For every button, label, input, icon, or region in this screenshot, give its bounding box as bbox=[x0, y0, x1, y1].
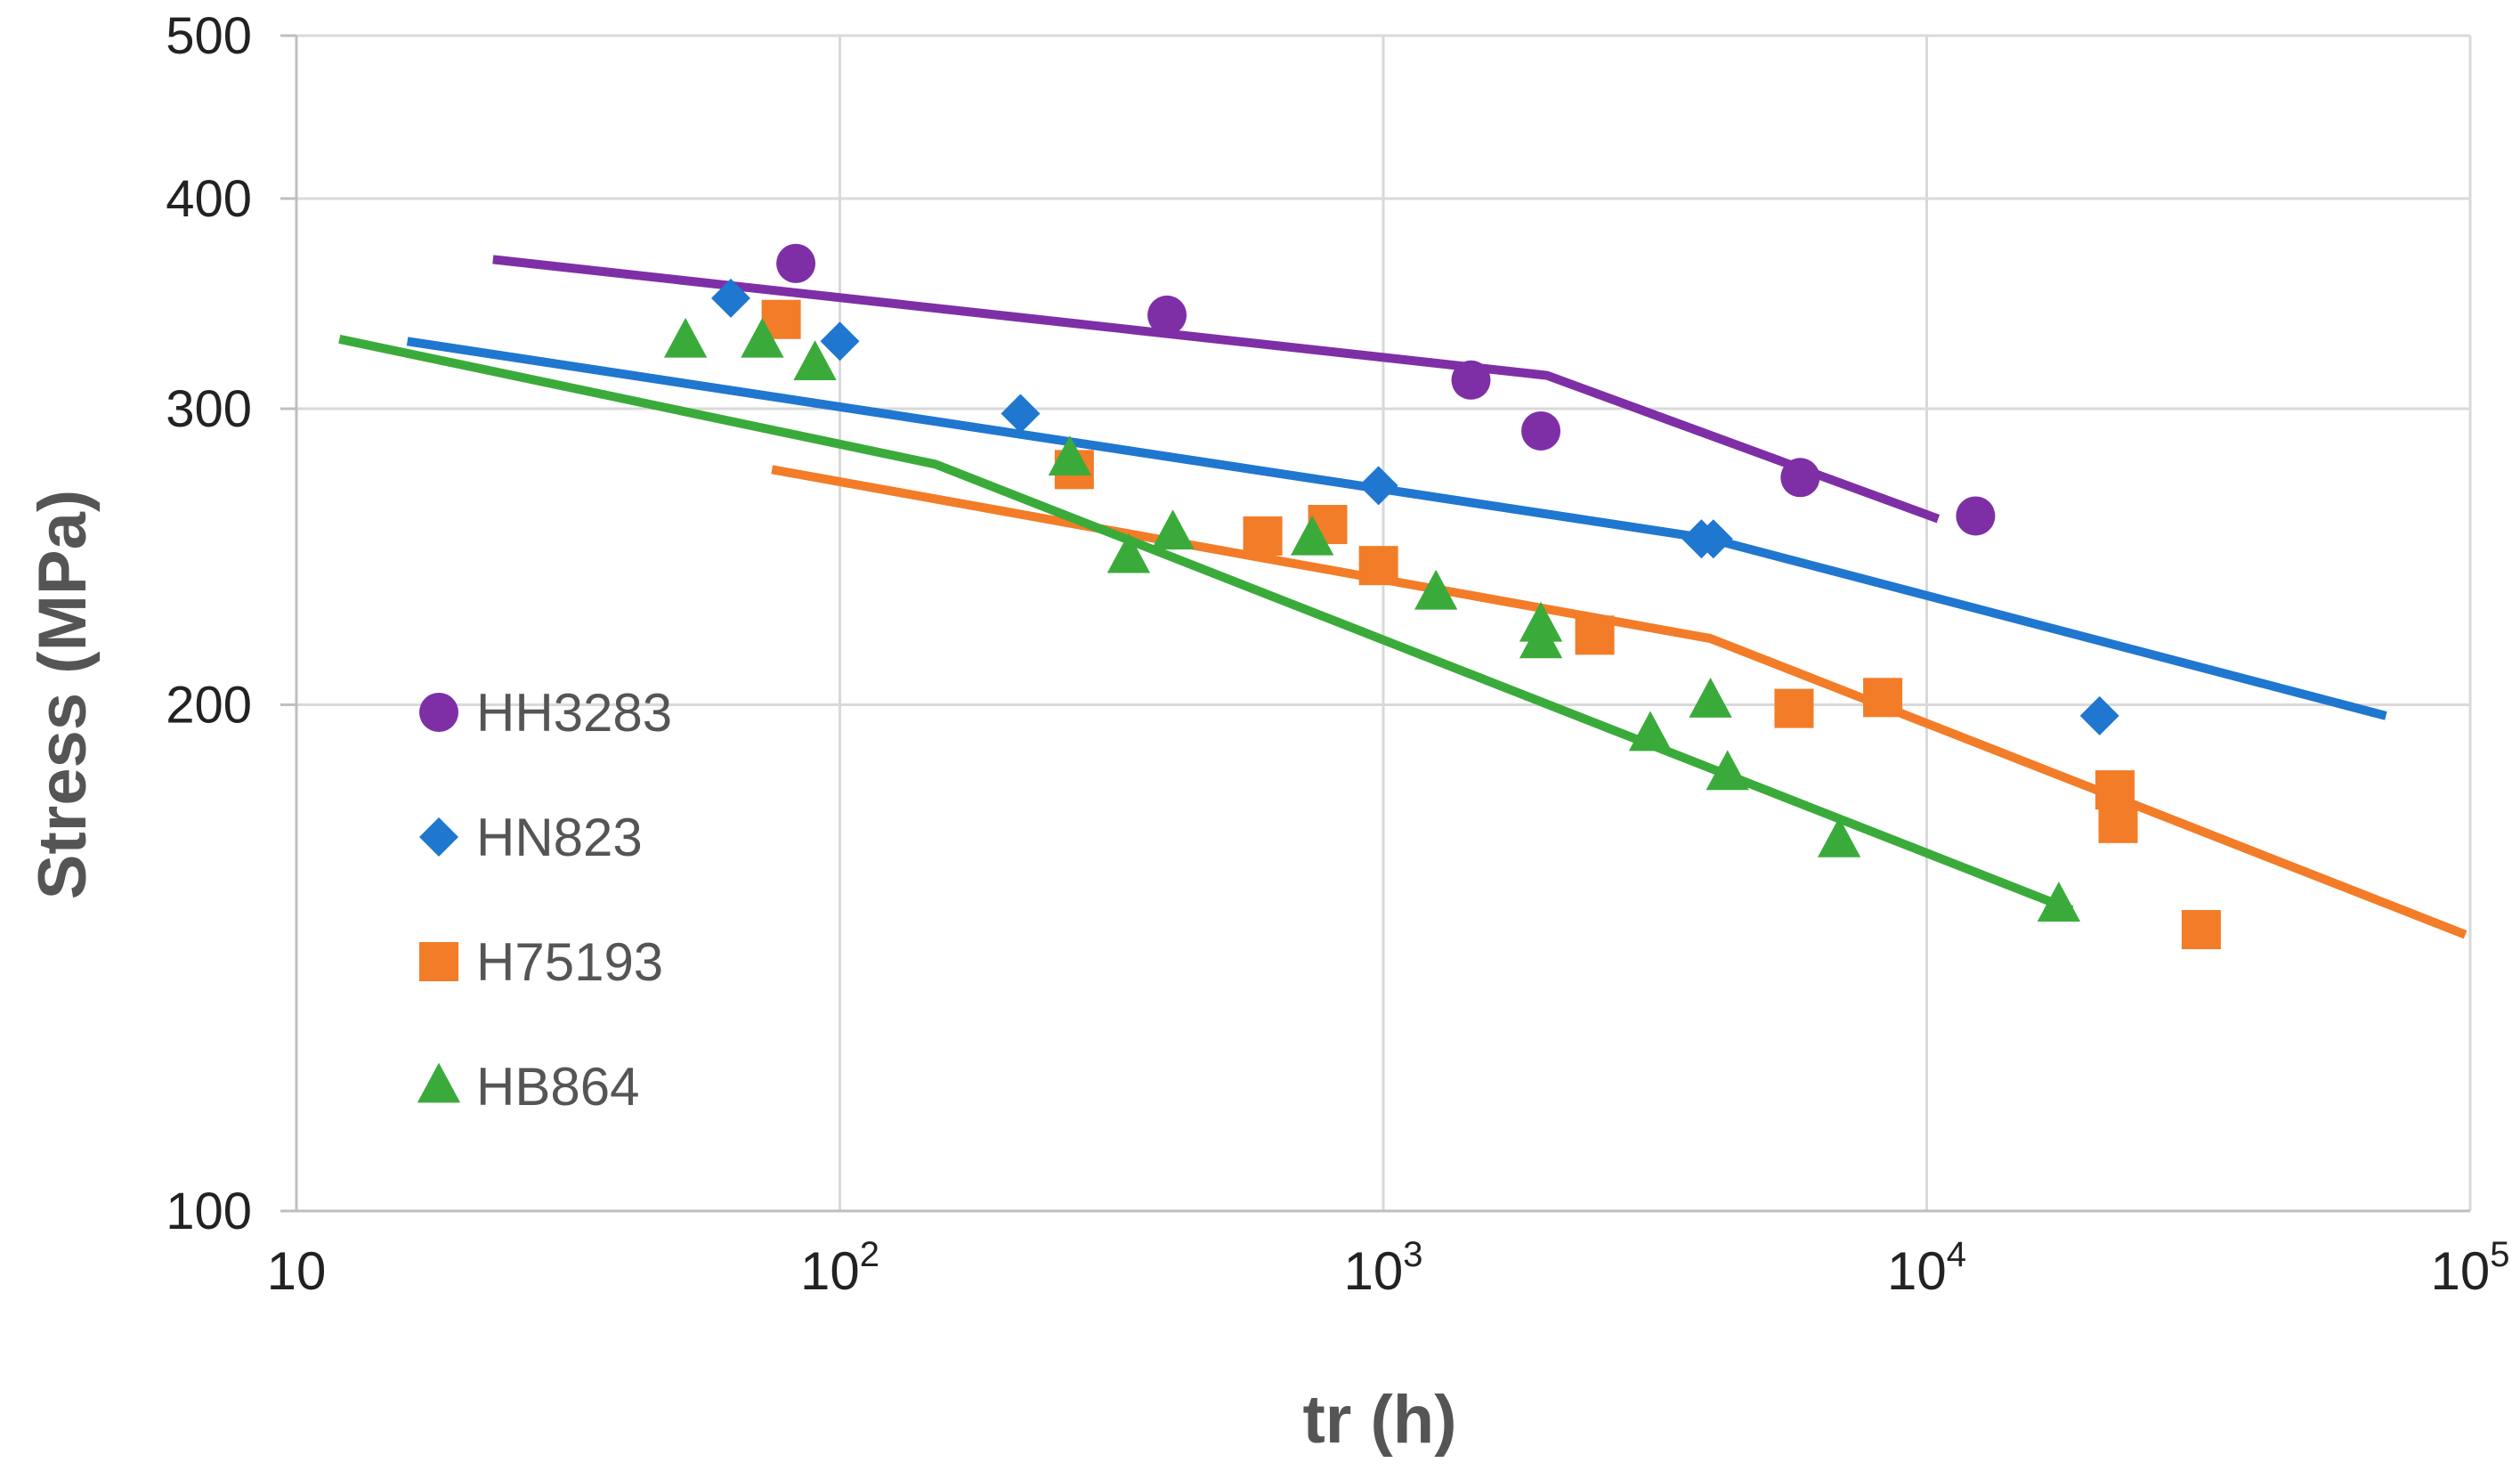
hn823-data-point bbox=[710, 278, 750, 318]
legend-h75193-label: H75193 bbox=[476, 932, 663, 992]
hb864-data-point bbox=[1817, 817, 1861, 857]
hb864-data-point bbox=[1151, 509, 1195, 550]
y-tick-label: 400 bbox=[166, 170, 252, 228]
hn823-data-point bbox=[1001, 394, 1041, 434]
x-axis-title: tr (h) bbox=[1302, 1382, 1456, 1458]
tick-label-layer: 100 200 300 400 500 10 102 103 104 105 bbox=[166, 7, 2509, 1301]
y-tick-label: 200 bbox=[166, 677, 252, 735]
grid-layer bbox=[296, 34, 2472, 1211]
h75193-data-point bbox=[1575, 615, 1615, 655]
hn823-fit-line bbox=[406, 337, 2387, 720]
hb864-data-point bbox=[1106, 532, 1151, 573]
hh3283-data-point bbox=[1147, 295, 1187, 335]
hn823-data-point bbox=[1358, 466, 1398, 506]
hh3283-data-point bbox=[1521, 410, 1561, 451]
hh3283-data-point bbox=[1956, 496, 1996, 536]
y-axis-title: Stress (MPa) bbox=[25, 490, 101, 899]
legend-hh3283-marker bbox=[419, 693, 458, 732]
h75193-data-point bbox=[1358, 546, 1398, 586]
hb864-data-point bbox=[2037, 882, 2081, 922]
x-tick-label: 10 bbox=[267, 1241, 327, 1301]
hb864-data-point bbox=[1689, 677, 1732, 718]
h75193-data-point bbox=[1774, 688, 1814, 728]
hb864-data-point bbox=[793, 340, 837, 380]
hb864-data-point bbox=[1519, 618, 1563, 659]
fit-line-layer bbox=[338, 255, 2467, 939]
legend-hn823-label: HN823 bbox=[476, 808, 643, 867]
hn823-data-point bbox=[820, 321, 860, 362]
h75193-fit-line bbox=[771, 465, 2467, 939]
y-tick-label: 300 bbox=[166, 380, 252, 438]
hb864-data-point bbox=[663, 317, 708, 358]
hb864-data-point bbox=[741, 317, 784, 358]
hh3283-data-point bbox=[776, 243, 816, 283]
x-tick-label: 104 bbox=[1887, 1235, 1966, 1301]
h75193-data-point bbox=[1243, 516, 1283, 556]
hn823-data-point bbox=[1693, 519, 1733, 559]
hb864-data-point bbox=[1291, 515, 1334, 556]
x-tick-label: 103 bbox=[1344, 1235, 1423, 1301]
hb864-fit-line bbox=[338, 334, 2074, 914]
hb864-data-point bbox=[1414, 569, 1458, 610]
y-tick-label: 500 bbox=[166, 7, 252, 65]
hb864-data-point bbox=[1706, 750, 1749, 791]
hn823-data-point bbox=[2079, 695, 2119, 735]
axis-layer bbox=[280, 34, 2470, 1213]
h75193-data-point bbox=[2181, 910, 2221, 950]
legend-hb864-label: HB864 bbox=[476, 1057, 639, 1117]
legend: HH3283 HN823 H75193 HB864 bbox=[417, 683, 672, 1117]
hh3283-data-point bbox=[1451, 360, 1491, 400]
h75193-data-point bbox=[2095, 770, 2135, 810]
y-tick-label: 100 bbox=[166, 1182, 252, 1240]
hb864-data-point bbox=[1048, 435, 1092, 475]
hh3283-data-point bbox=[1780, 458, 1820, 498]
legend-hh3283-label: HH3283 bbox=[476, 683, 672, 743]
legend-hb864-marker bbox=[417, 1062, 461, 1103]
x-tick-label: 102 bbox=[800, 1235, 879, 1301]
legend-hn823-marker bbox=[419, 817, 458, 857]
h75193-data-point bbox=[1863, 678, 1903, 718]
legend-h75193-marker bbox=[419, 942, 458, 981]
h75193-data-point bbox=[2098, 803, 2138, 843]
data-point-layer bbox=[663, 243, 2221, 950]
x-tick-label: 105 bbox=[2431, 1235, 2510, 1301]
hb864-data-point bbox=[1628, 711, 1673, 752]
